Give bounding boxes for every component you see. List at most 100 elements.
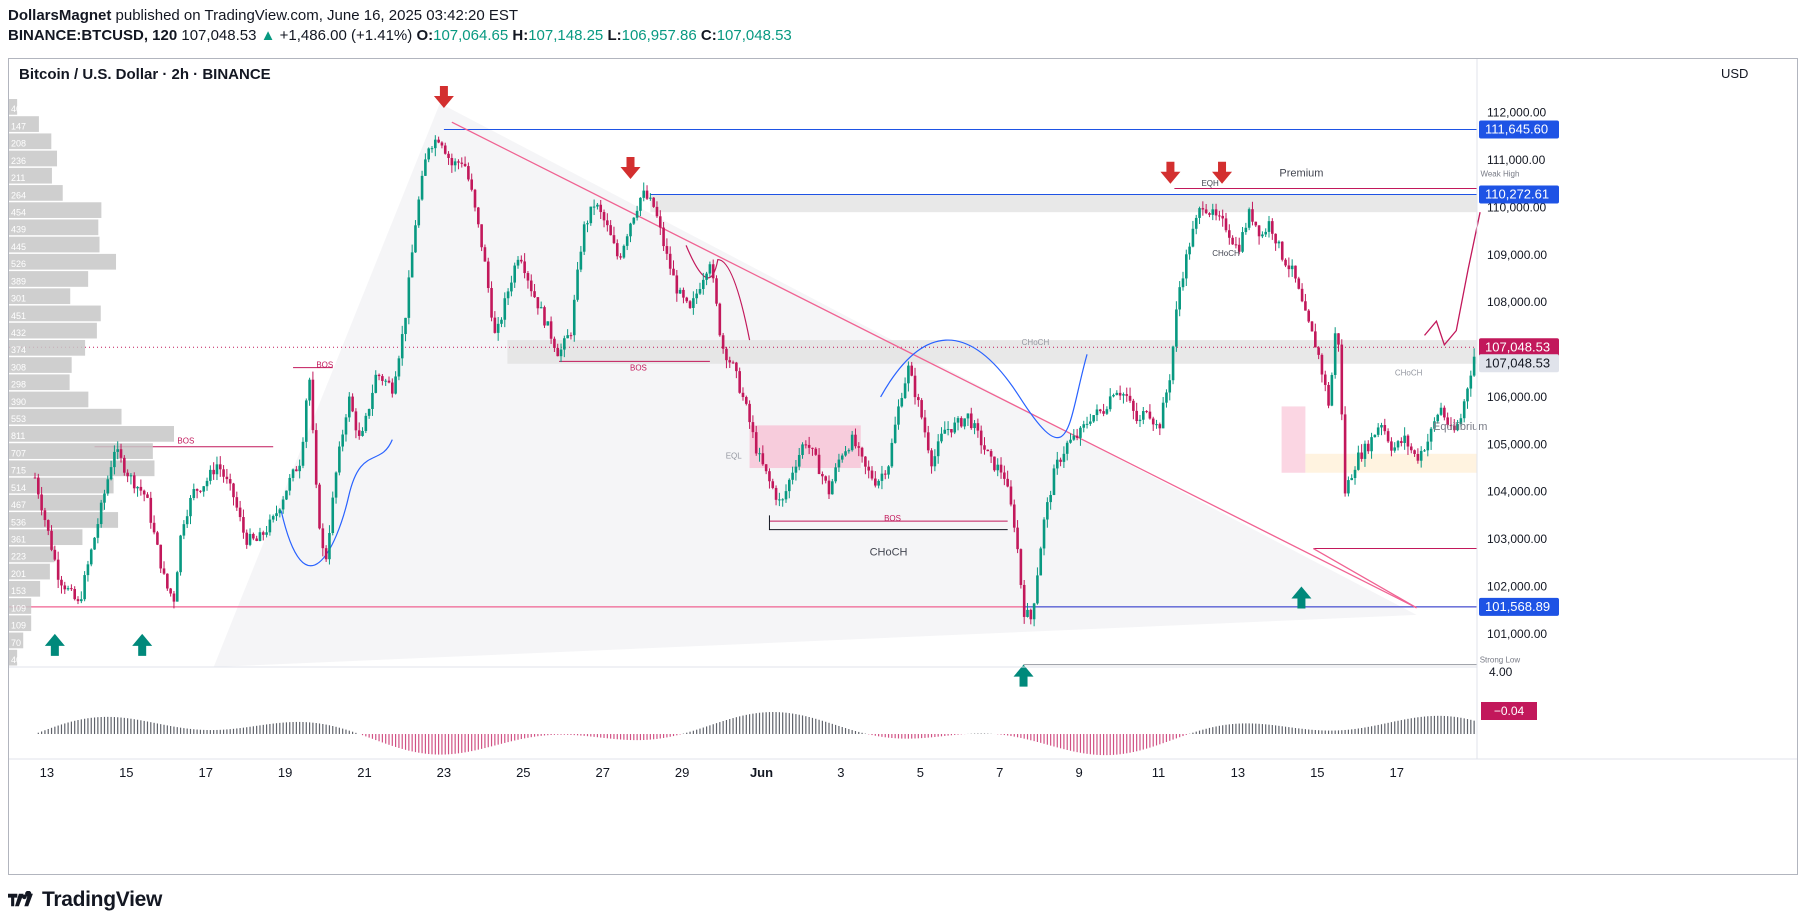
candle [685,296,689,304]
candle-body [324,548,328,560]
candle [443,142,447,155]
candle [1055,451,1059,475]
chart-panel[interactable]: 40 147 208 236 211 264 454 439 445 526 389 301 451 43… [8,58,1798,875]
candle [606,213,609,232]
candle-body [678,289,682,294]
price-axis-tick: 102,000.00 [1487,579,1547,593]
candle [1406,434,1410,455]
candle [430,145,434,153]
tradingview-brand[interactable]: TradingView [42,888,163,911]
candle-body [1274,233,1277,244]
candle-body [1198,208,1201,218]
candle-body [801,444,804,455]
candle-body [844,451,847,456]
volume-profile-bar [9,598,32,614]
time-axis-tick: 3 [837,765,844,780]
volume-profile-bar [9,150,58,167]
candle [893,416,897,444]
volume-profile-bar [9,632,24,649]
candle [1347,476,1350,497]
candle-body [840,455,844,460]
candle-body [1082,424,1086,428]
candle [897,399,900,430]
candle [589,206,593,226]
volume-profile-bar [9,615,32,632]
candle-body [1019,549,1023,585]
candle [126,469,129,483]
candle-body [1353,469,1357,479]
candle-body [827,480,831,495]
price-change: +1,486.00 (+1.41%) [279,27,413,44]
candle [248,528,252,547]
price-chart[interactable]: 40 147 208 236 211 264 454 439 445 526 389 301 451 43… [9,59,1797,874]
candle [950,428,953,438]
candle-body [109,467,113,480]
candle-body [1171,346,1175,381]
publisher-name[interactable]: DollarsMagnet [8,7,112,24]
candle-body [1320,354,1324,375]
candle-body [711,264,715,279]
candle-body [744,397,748,404]
candle [40,486,43,516]
candle-body [404,317,407,335]
annotation-label: CHoCH [870,547,908,559]
candle-body [1022,584,1026,617]
candle-body [268,519,272,533]
candle [1261,231,1264,239]
candle [391,378,394,398]
candle-body [811,447,814,449]
volume-profile-bar [9,391,89,408]
candle-body [40,494,43,511]
candle [146,492,149,499]
candle [668,246,672,275]
candle [774,485,778,506]
candle-body [662,227,665,247]
candle-body [529,280,533,292]
candle [923,409,927,438]
candle [1472,348,1476,377]
candle-body [1462,401,1466,419]
time-axis-tick: 17 [198,765,212,780]
candle [602,209,606,228]
price-axis-tick: 106,000.00 [1487,390,1547,404]
candle [314,423,318,489]
candle [156,530,159,546]
candle [1400,437,1403,447]
candle-body [156,532,159,545]
candle [397,355,401,381]
published-text: published on TradingView.com, June 16, 2… [115,7,519,24]
candle [1443,405,1446,421]
candle-body [993,456,996,471]
volume-profile-bar [9,426,174,442]
candle [1029,608,1033,625]
volume-profile-label: 147 [11,121,26,131]
open-label: O: [416,27,434,44]
candle-body [586,223,589,225]
bullish-arrow-icon [132,633,153,656]
candle-body [314,430,318,485]
candle [698,282,702,295]
candle-body [46,520,50,531]
candle [966,413,970,426]
candle [1446,412,1449,428]
candle [639,197,642,216]
candle [96,518,100,544]
candle [218,456,222,477]
candle-body [1151,418,1155,425]
candle [996,458,1000,477]
candle-body [1115,392,1119,395]
candle [907,361,910,392]
candle [285,490,288,501]
volume-profile-bar [9,253,117,270]
candle-body [1251,209,1254,222]
candle-body [1049,494,1052,503]
candle-body [950,429,953,433]
candle-body [1168,380,1172,393]
candle-body [222,469,225,477]
last-price: 107,048.53 [181,27,257,44]
candle-body [854,434,857,447]
currency-label[interactable]: USD [1721,66,1748,81]
low-value: 106,957.86 [621,27,697,44]
candle [182,520,186,540]
candle-body [999,464,1003,473]
